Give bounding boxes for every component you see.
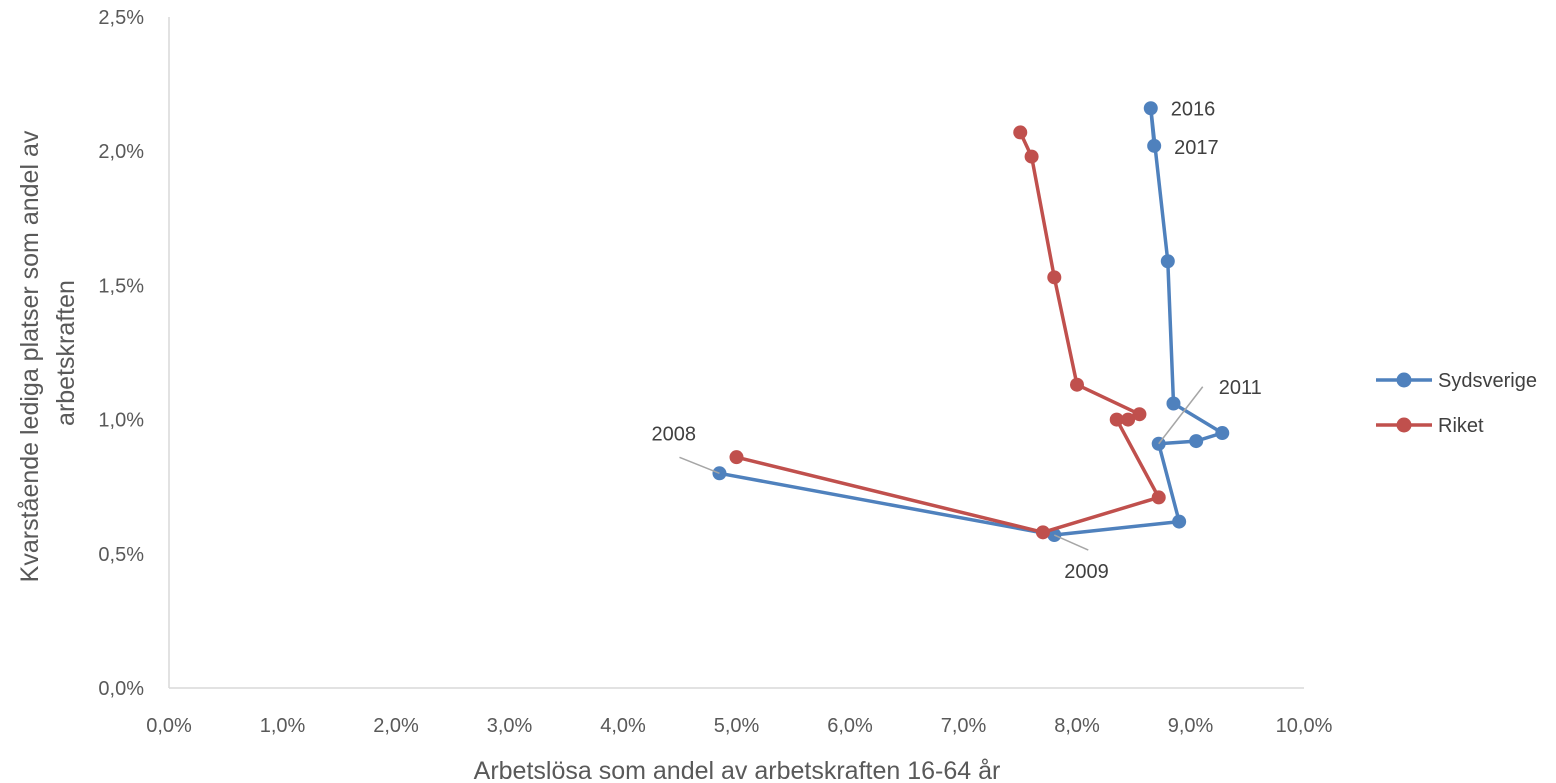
x-tick-label: 8,0% — [1054, 715, 1100, 737]
y-tick-labels: 0,0% 0,5% 1,0% 1,5% 2,0% 2,5% — [98, 7, 144, 700]
y-axis-title-line-2: arbetskraften — [52, 280, 80, 426]
annotation-label: 2009 — [1064, 561, 1109, 583]
legend-marker-sydsverige — [1396, 372, 1412, 388]
series-line-sydsverige — [719, 106, 1225, 537]
annotation-label: 2011 — [1219, 377, 1262, 399]
series-line-riket — [736, 131, 1161, 535]
legend-item-riket: Riket — [1376, 415, 1484, 437]
legend: Sydsverige Riket — [1376, 370, 1537, 437]
annotation-leader — [1158, 386, 1204, 445]
data-point-riket — [1047, 270, 1062, 285]
annotation-leader — [1053, 534, 1089, 551]
legend-marker-riket — [1396, 417, 1412, 433]
y-tick-label: 2,5% — [98, 7, 144, 29]
data-point-sydsverige — [1166, 396, 1181, 411]
data-point-riket — [1070, 377, 1084, 392]
y-axis-title: Kvarstående lediga platser som andel av … — [16, 124, 80, 583]
y-tick-label: 1,0% — [98, 410, 144, 432]
x-tick-label: 3,0% — [487, 715, 533, 737]
data-point-riket — [1024, 149, 1039, 164]
x-tick-label: 0,0% — [146, 715, 192, 737]
x-tick-labels: 0,0% 1,0% 2,0% 3,0% 4,0% 5,0% 6,0% 7,0% 8,0% 9,0%… — [146, 715, 1332, 737]
data-point-sydsverige — [1143, 101, 1158, 116]
data-point-sydsverige — [1147, 138, 1162, 153]
x-tick-label: 10,0% — [1276, 715, 1333, 737]
data-point-riket — [1035, 525, 1050, 540]
x-tick-label: 1,0% — [260, 715, 306, 737]
annotation-layer: 2008 2009 2011 2016 2017 — [651, 98, 1261, 583]
legend-label-sydsverige: Sydsverige — [1438, 370, 1537, 392]
data-point-riket — [1121, 412, 1136, 427]
annotation-label: 2017 — [1174, 137, 1219, 159]
y-tick-label: 1,5% — [98, 275, 144, 297]
x-tick-label: 7,0% — [941, 715, 987, 737]
y-axis-title-line-1: Kvarstående lediga platser som andel av — [16, 130, 44, 582]
x-tick-label: 2,0% — [373, 715, 419, 737]
data-point-sydsverige — [1160, 254, 1175, 269]
data-point-sydsverige — [1172, 514, 1187, 529]
data-point-riket — [1013, 125, 1028, 140]
y-tick-label: 2,0% — [98, 141, 144, 163]
data-point-sydsverige — [1215, 426, 1230, 441]
data-point-riket — [1132, 407, 1147, 422]
annotation-label: 2016 — [1171, 98, 1216, 120]
x-tick-label: 9,0% — [1168, 715, 1214, 737]
data-point-riket — [729, 450, 744, 465]
data-point-riket — [1109, 412, 1124, 427]
x-tick-label: 5,0% — [714, 715, 760, 737]
annotation-label: 2008 — [651, 423, 696, 445]
data-point-riket — [1151, 490, 1166, 505]
annotation-leader — [679, 456, 720, 474]
legend-item-sydsverige: Sydsverige — [1376, 370, 1537, 392]
x-tick-label: 4,0% — [600, 715, 646, 737]
y-tick-label: 0,0% — [98, 678, 144, 700]
axes — [168, 17, 1304, 689]
x-axis-title: Arbetslösa som andel av arbetskraften 16… — [474, 757, 1001, 783]
legend-label-riket: Riket — [1438, 415, 1484, 437]
y-tick-label: 0,5% — [98, 544, 144, 566]
data-point-sydsverige — [1189, 434, 1204, 449]
series-layer — [712, 101, 1230, 543]
x-tick-label: 6,0% — [827, 715, 873, 737]
